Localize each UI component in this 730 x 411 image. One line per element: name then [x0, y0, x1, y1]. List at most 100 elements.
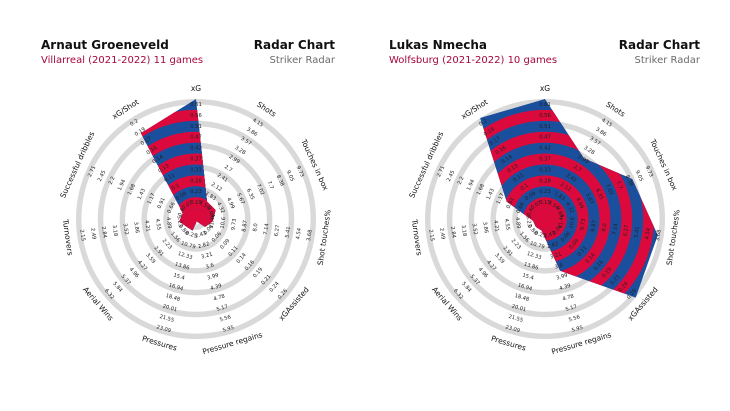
tick-label: 5.41	[285, 226, 293, 238]
tick-label: 4.55	[503, 218, 511, 230]
tick-label: 5.95	[222, 325, 235, 334]
tick-label: 5.95	[571, 325, 584, 334]
tick-label: 20.01	[162, 304, 178, 314]
tick-label: 3.64	[205, 206, 216, 220]
tick-label: 4.78	[562, 293, 575, 302]
tick-label: 2.2	[108, 176, 117, 186]
tick-label: 3.52	[471, 223, 479, 235]
tick-label: 0.14	[151, 154, 165, 166]
tick-label: 0.37	[539, 157, 551, 163]
tick-label: 7.14	[612, 222, 620, 235]
tick-label: 3.86	[594, 127, 607, 138]
tick-label: 2.45	[446, 170, 456, 183]
tick-label: 23.09	[505, 324, 521, 334]
tick-label: 0.37	[190, 157, 202, 163]
tick-label: 0.13	[506, 163, 519, 174]
tick-label: 21.55	[508, 314, 524, 324]
tick-label: 5.23	[525, 215, 533, 227]
tick-label: 0.2	[129, 118, 139, 128]
tick-label: 4.89	[165, 217, 173, 229]
tick-label: 0.66	[167, 201, 177, 214]
tick-label: 0.28	[539, 178, 551, 184]
tick-label: 0.33	[190, 167, 202, 173]
tick-label: 15.4	[173, 273, 186, 282]
axis-label: Shots	[255, 100, 278, 119]
tick-label: 0.09	[524, 191, 537, 202]
tick-label: 2.99	[577, 154, 590, 165]
tick-label: 2.12	[559, 182, 572, 193]
tick-label: 1.54	[198, 200, 212, 212]
tick-label: 10.79	[529, 241, 545, 251]
axis-label: Shot touches%	[316, 209, 333, 266]
tick-label: 9.73	[644, 165, 654, 178]
tick-label: 6.35	[245, 188, 255, 201]
polygon-core	[185, 208, 207, 230]
tick-label: 0.11	[512, 172, 525, 183]
tick-label: 2.82	[197, 241, 210, 250]
tick-label: 0.23	[539, 189, 551, 195]
tick-label: 3.18	[460, 225, 468, 237]
radar-right: 0.610.560.510.470.420.370.330.280.230.19…	[407, 84, 681, 356]
tick-label: 0.56	[539, 113, 551, 119]
tick-label: 3.68	[306, 229, 314, 241]
tick-label: 4.21	[143, 220, 151, 232]
tick-label: 0.47	[539, 135, 551, 141]
tick-label: 6.35	[594, 188, 604, 201]
tick-label: 1.43	[486, 188, 496, 201]
tick-label: 0.1	[520, 183, 530, 193]
tick-label: 7.7	[266, 180, 275, 190]
tick-label: 4.78	[213, 293, 226, 302]
tick-label: 18.48	[165, 293, 181, 303]
axis-label: xG	[191, 84, 201, 93]
tick-label: 2.7	[223, 164, 233, 174]
tick-label: 2.15	[427, 229, 435, 241]
tick-label: 4.15	[600, 117, 613, 128]
tick-label: 9.05	[634, 170, 644, 183]
tick-label: 0.33	[539, 167, 551, 173]
tick-label: 3.21	[201, 252, 214, 261]
tick-label: 7.02	[604, 183, 614, 196]
axis-label: Shots	[604, 100, 627, 119]
tick-label: 3.99	[556, 273, 569, 282]
tick-label: 4.21	[492, 220, 500, 232]
tick-label: 16.94	[517, 283, 534, 293]
tick-label: 0.42	[190, 146, 202, 152]
tick-label: 1.94	[466, 178, 477, 192]
tick-label: 1.94	[117, 178, 128, 192]
tick-label: 13.86	[523, 262, 539, 272]
tick-label: 2.71	[436, 165, 446, 178]
tick-label: 12.33	[177, 251, 193, 261]
tick-label: 9.73	[295, 165, 305, 178]
tick-label: 8.38	[275, 174, 285, 187]
tick-label: 0.07	[181, 200, 194, 211]
tick-label: 3.6	[205, 263, 215, 271]
tick-label: 8.0	[601, 223, 608, 232]
tick-label: 2.7	[572, 164, 582, 174]
tick-label: 5.17	[565, 304, 578, 313]
tick-label: 4.55	[154, 218, 162, 230]
chart-subtitle: Striker Radar	[269, 55, 335, 66]
tick-label: 6.27	[623, 225, 631, 237]
tick-label: 0.28	[190, 178, 202, 184]
axis-label: Touches in box	[648, 137, 680, 192]
tick-label: 1.54	[547, 200, 561, 212]
tick-label: 0.17	[489, 136, 502, 147]
axis-label: Turnovers	[61, 218, 75, 257]
tick-label: 2.49	[89, 228, 97, 240]
tick-label: 4.54	[295, 227, 303, 240]
tick-label: 3.6	[554, 263, 564, 271]
tick-label: 0.19	[134, 127, 147, 138]
tick-label: 3.28	[582, 145, 595, 156]
tick-label: 5.17	[216, 304, 229, 313]
tick-label: 0.66	[516, 201, 526, 214]
radar-left: 0.610.560.510.470.420.370.330.280.230.19…	[58, 84, 333, 356]
tick-label: 3.57	[239, 136, 252, 147]
axis-label: xG	[540, 84, 550, 93]
team-season: Wolfsburg (2021-2022) 10 games	[389, 55, 558, 66]
tick-label: 0.16	[495, 145, 508, 156]
tick-label: 9.73	[231, 218, 239, 230]
tick-label: 8.0	[252, 223, 259, 232]
tick-label: 7.14	[263, 222, 271, 235]
tick-label: 5.67	[584, 192, 594, 205]
tick-label: 0.19	[539, 200, 551, 206]
